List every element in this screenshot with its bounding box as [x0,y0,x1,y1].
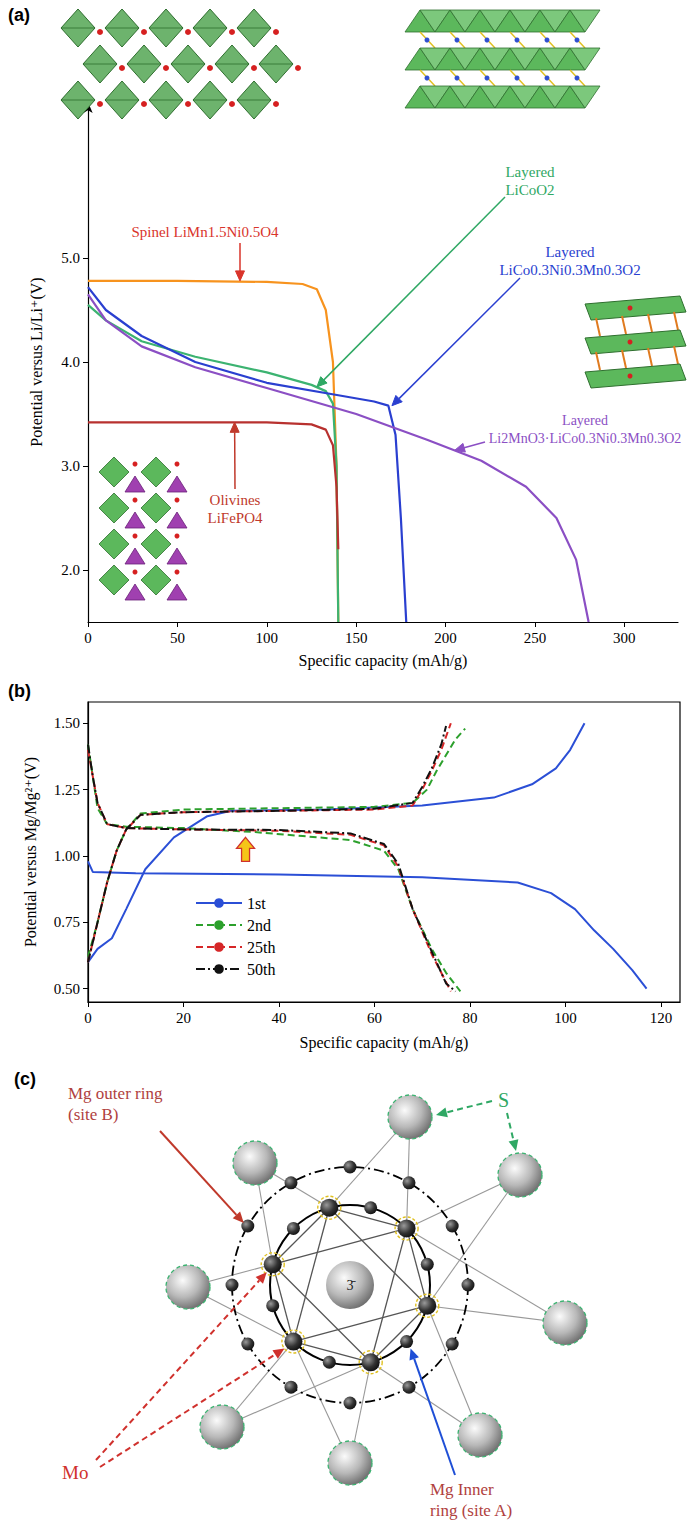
svg-text:2nd: 2nd [247,917,271,934]
svg-text:50th: 50th [247,961,275,978]
svg-text:100: 100 [554,1010,577,1026]
svg-text:Potential versus Li/Li⁺(V): Potential versus Li/Li⁺(V) [28,277,46,446]
svg-text:200: 200 [434,630,457,646]
svg-text:1.50: 1.50 [54,715,80,731]
svg-text:80: 80 [462,1010,477,1026]
svg-text:LiFePO4: LiFePO4 [207,510,263,526]
svg-text:Potential versus Mg/Mg²⁺(V): Potential versus Mg/Mg²⁺(V) [22,757,40,947]
svg-text:(a): (a) [8,5,30,25]
svg-text:1.25: 1.25 [54,782,80,798]
svg-text:LiCoO2: LiCoO2 [505,182,554,198]
svg-text:Li2MnO3·LiCo0.3Ni0.3Mn0.3O2: Li2MnO3·LiCo0.3Ni0.3Mn0.3O2 [489,431,682,446]
svg-text:0: 0 [84,1010,92,1026]
svg-text:Layered: Layered [562,413,608,428]
svg-text:100: 100 [256,630,279,646]
svg-text:Specific capacity (mAh/g): Specific capacity (mAh/g) [299,652,468,670]
svg-text:S: S [498,1089,509,1111]
svg-text:20: 20 [176,1010,191,1026]
svg-text:1st: 1st [247,895,266,912]
svg-text:300: 300 [613,630,636,646]
svg-text:Mg Innerring (site A): Mg Innerring (site A) [430,1480,512,1520]
svg-text:Spinel LiMn1.5Ni0.5O4: Spinel LiMn1.5Ni0.5O4 [131,224,279,240]
svg-text:25th: 25th [247,939,275,956]
svg-text:250: 250 [524,630,547,646]
svg-text:60: 60 [367,1010,382,1026]
svg-text:120: 120 [650,1010,673,1026]
svg-text:Mo: Mo [62,1462,88,1483]
svg-text:(b): (b) [8,681,31,701]
svg-text:1.00: 1.00 [54,848,80,864]
svg-text:Mg outer ring(site B): Mg outer ring(site B) [68,1084,163,1124]
svg-text:2.0: 2.0 [61,562,80,578]
svg-text:Layered: Layered [545,244,595,260]
svg-text:Specific capacity (mAh/g): Specific capacity (mAh/g) [300,1034,469,1052]
svg-text:(c): (c) [14,1069,36,1089]
svg-text:150: 150 [345,630,368,646]
svg-text:5.0: 5.0 [61,250,80,266]
svg-text:3.0: 3.0 [61,458,80,474]
svg-text:0.75: 0.75 [54,914,80,930]
svg-text:40: 40 [271,1010,286,1026]
svg-text:Olivines: Olivines [210,492,261,508]
svg-text:3̄: 3̄ [347,1278,357,1293]
svg-text:0.50: 0.50 [54,981,80,997]
svg-text:0: 0 [84,630,92,646]
svg-text:Layered: Layered [505,164,555,180]
svg-text:4.0: 4.0 [61,354,80,370]
svg-text:50: 50 [170,630,185,646]
svg-text:LiCo0.3Ni0.3Mn0.3O2: LiCo0.3Ni0.3Mn0.3O2 [499,262,640,278]
